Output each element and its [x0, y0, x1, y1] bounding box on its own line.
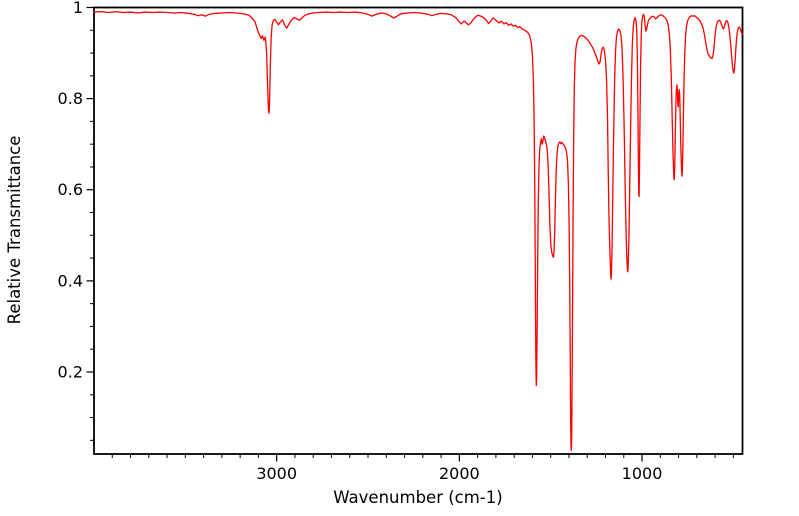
y-tick-label: 0.4 [58, 271, 83, 290]
x-tick-label: 3000 [256, 464, 297, 483]
x-tick-label: 1000 [622, 464, 663, 483]
y-axis-title: Relative Transmittance [5, 136, 24, 325]
axis-tick-labels: 3000 2000 1000 0.2 0.4 0.6 0.8 1 [58, 0, 663, 483]
x-axis-title: Wavenumber (cm-1) [333, 488, 502, 507]
spectrum-line [93, 10, 744, 452]
y-tick-label: 0.6 [58, 180, 83, 199]
y-tick-label: 0.2 [58, 362, 83, 381]
spectrum-line-group [93, 10, 744, 452]
plot-frame [93, 6, 744, 455]
y-tick-label: 0.8 [58, 89, 83, 108]
x-tick-label: 2000 [439, 464, 480, 483]
y-tick-label: 1 [73, 0, 83, 17]
axis-ticks [86, 6, 734, 462]
